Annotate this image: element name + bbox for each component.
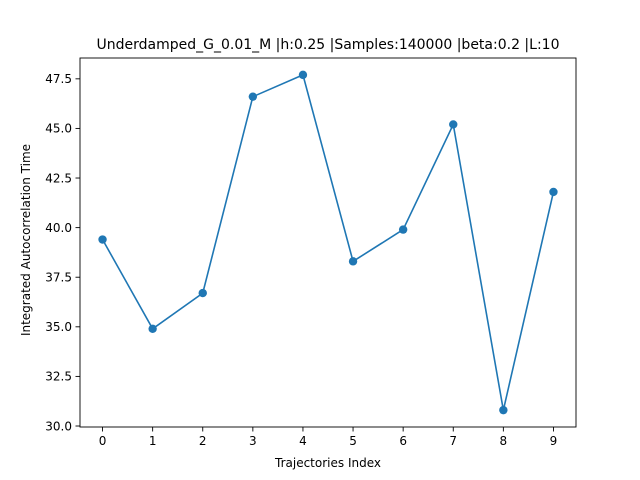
data-point: [449, 120, 458, 129]
x-tick-label: 0: [99, 434, 107, 448]
data-point: [499, 405, 508, 415]
x-tick-label: 8: [500, 434, 508, 448]
x-tick-label: 6: [399, 434, 407, 448]
x-axis-label: Trajectories Index: [274, 456, 381, 470]
x-tick-label: 2: [199, 434, 207, 448]
y-tick-label: 47.5: [45, 72, 72, 86]
axes-frame: [79, 57, 577, 428]
x-tick-label: 4: [299, 434, 307, 448]
x-tick-label: 9: [550, 434, 558, 448]
y-tick-label: 32.5: [45, 370, 72, 384]
chart-title: Underdamped_G_0.01_M |h:0.25 |Samples:14…: [97, 37, 560, 53]
y-tick-label: 40.0: [45, 221, 72, 235]
y-axis-label: Integrated Autocorrelation Time: [19, 144, 33, 336]
y-tick-label: 35.0: [45, 320, 72, 334]
x-tick-label: 1: [149, 434, 157, 448]
series-line: [101, 73, 555, 411]
x-tick-label: 7: [449, 434, 457, 448]
data-point: [198, 288, 207, 298]
data-point: [98, 235, 107, 244]
data-point: [298, 70, 308, 80]
y-tick-label: 30.0: [45, 419, 72, 433]
data-point: [148, 324, 157, 333]
y-tick-label: 42.5: [45, 171, 72, 185]
y-tick-label: 45.0: [45, 122, 72, 136]
x-tick-label: 5: [349, 434, 357, 448]
plot-area: 0 1 2 3 4 5 6 7 8 9 30.0 32.5 35.0 37.5 40.0 42.5 45.0 47…: [45, 57, 577, 448]
x-tick-label: 3: [249, 434, 257, 448]
data-point: [348, 257, 358, 266]
y-tick-label: 37.5: [45, 271, 72, 285]
data-point: [248, 92, 258, 101]
data-point: [549, 187, 558, 197]
data-point: [398, 225, 408, 234]
